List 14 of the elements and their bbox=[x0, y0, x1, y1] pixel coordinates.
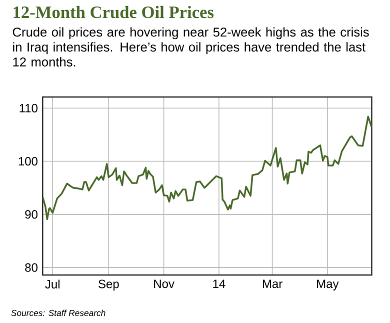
x-tick-label: Mar bbox=[262, 280, 282, 288]
chart-subtitle: Crude oil prices are hovering near 52-week highs as the crisis in Iraq intensifies. Here’s how oil prices have trended the last 12 months. bbox=[12, 27, 369, 67]
x-tick-label: Jul bbox=[45, 280, 60, 289]
x-tick-label: 14 bbox=[213, 280, 226, 288]
source-note: Sources: Staff Research bbox=[11, 310, 106, 316]
x-tick-label: Sep bbox=[98, 280, 119, 291]
x-tick-label: Nov bbox=[154, 280, 174, 288]
y-tick-label: 110 bbox=[20, 104, 38, 112]
y-tick-label: 100 bbox=[18, 157, 38, 166]
x-tick-label: May bbox=[317, 280, 339, 290]
y-tick-label: 90 bbox=[25, 210, 38, 219]
line-series bbox=[42, 116, 372, 220]
y-tick-label: 80 bbox=[25, 263, 38, 272]
chart-title: 12-Month Crude Oil Prices bbox=[14, 6, 214, 18]
